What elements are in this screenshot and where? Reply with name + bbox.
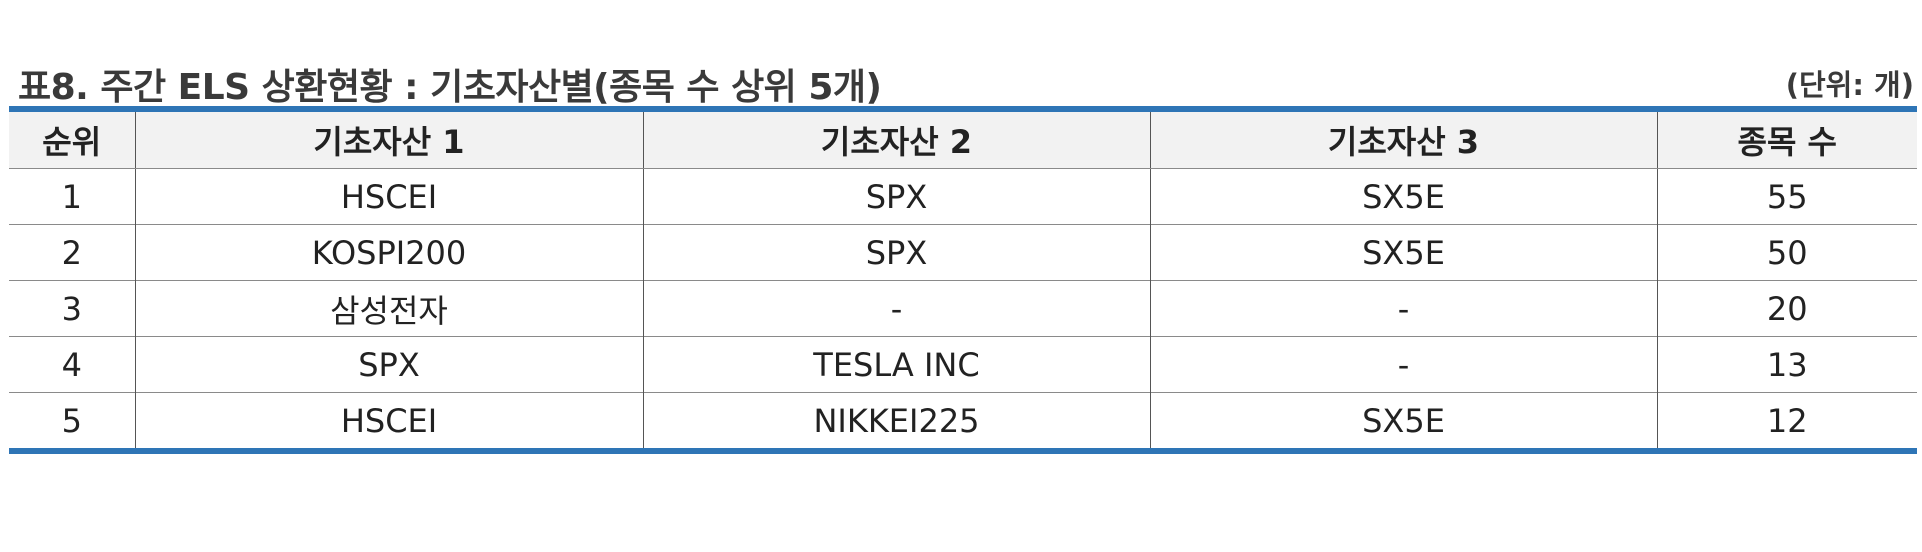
cell-underlying-3: SX5E <box>1149 224 1657 281</box>
cell-rank: 5 <box>9 392 135 451</box>
table-title: 표8. 주간 ELS 상환현황 : 기초자산별(종목 수 상위 5개) <box>18 67 882 108</box>
cell-underlying-2: SPX <box>642 168 1150 225</box>
header-rank: 순위 <box>9 109 135 169</box>
cell-rank: 2 <box>9 224 135 281</box>
table-row: 1 HSCEI SPX SX5E 55 <box>9 168 1917 225</box>
cell-underlying-2: NIKKEI225 <box>642 392 1150 451</box>
cell-underlying-1: HSCEI <box>134 168 643 225</box>
cell-count: 13 <box>1656 336 1917 393</box>
cell-underlying-1: HSCEI <box>134 392 643 451</box>
table-header-row: 순위 기초자산 1 기초자산 2 기초자산 3 종목 수 <box>9 109 1917 169</box>
cell-underlying-3: - <box>1149 280 1657 337</box>
header-count: 종목 수 <box>1656 109 1917 169</box>
cell-underlying-2: SPX <box>642 224 1150 281</box>
table-row: 3 삼성전자 - - 20 <box>9 280 1917 337</box>
header-underlying-3: 기초자산 3 <box>1149 109 1657 169</box>
cell-rank: 4 <box>9 336 135 393</box>
cell-count: 20 <box>1656 280 1917 337</box>
cell-underlying-1: SPX <box>134 336 643 393</box>
cell-underlying-3: - <box>1149 336 1657 393</box>
cell-rank: 1 <box>9 168 135 225</box>
header-underlying-2: 기초자산 2 <box>642 109 1150 169</box>
table-row: 2 KOSPI200 SPX SX5E 50 <box>9 224 1917 281</box>
cell-rank: 3 <box>9 280 135 337</box>
table-row: 4 SPX TESLA INC - 13 <box>9 336 1917 393</box>
cell-underlying-1: 삼성전자 <box>134 280 643 337</box>
cell-underlying-2: TESLA INC <box>642 336 1150 393</box>
cell-count: 55 <box>1656 168 1917 225</box>
table-row: 5 HSCEI NIKKEI225 SX5E 12 <box>9 392 1917 451</box>
unit-label: (단위: 개) <box>1785 68 1914 102</box>
cell-underlying-3: SX5E <box>1149 392 1657 451</box>
cell-underlying-2: - <box>642 280 1150 337</box>
cell-underlying-3: SX5E <box>1149 168 1657 225</box>
header-underlying-1: 기초자산 1 <box>134 109 643 169</box>
cell-underlying-1: KOSPI200 <box>134 224 643 281</box>
cell-count: 50 <box>1656 224 1917 281</box>
els-redemption-table: 순위 기초자산 1 기초자산 2 기초자산 3 종목 수 1 HSCEI SPX… <box>9 106 1917 454</box>
title-row: 표8. 주간 ELS 상환현황 : 기초자산별(종목 수 상위 5개) (단위:… <box>18 50 1914 108</box>
cell-count: 12 <box>1656 392 1917 451</box>
